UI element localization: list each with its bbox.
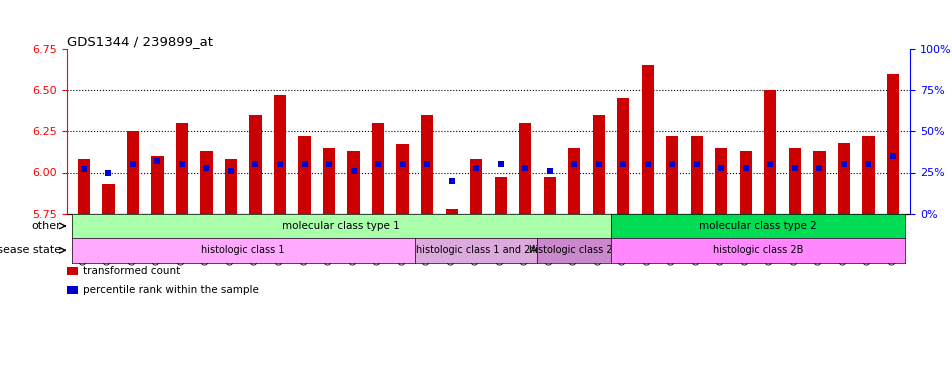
Text: GDS1344 / 239899_at: GDS1344 / 239899_at [67, 34, 212, 48]
Bar [617, 98, 628, 214]
Bar [102, 184, 114, 214]
Bar [812, 151, 824, 214]
Bar [371, 123, 384, 214]
Bar [519, 123, 531, 214]
Text: transformed count: transformed count [84, 266, 181, 276]
Text: molecular class type 1: molecular class type 1 [282, 221, 400, 231]
Bar [788, 148, 801, 214]
Bar [151, 156, 164, 214]
Bar [886, 74, 898, 214]
Bar [175, 123, 188, 214]
Bar [494, 177, 506, 214]
Bar [764, 90, 776, 214]
Bar [347, 151, 359, 214]
Bar [273, 95, 286, 214]
Bar [67, 267, 78, 275]
Bar [862, 136, 874, 214]
Text: histologic class 2B: histologic class 2B [712, 245, 803, 255]
Bar [543, 177, 555, 214]
Bar [249, 115, 262, 214]
Text: disease state: disease state [0, 245, 61, 255]
Bar [567, 148, 580, 214]
Bar [67, 286, 78, 294]
Bar [714, 148, 726, 214]
Bar [665, 136, 678, 214]
Bar [127, 131, 139, 214]
Bar [421, 115, 433, 214]
Bar [690, 136, 703, 214]
Bar [225, 159, 237, 214]
Text: other: other [31, 221, 61, 231]
Text: histologic class 1: histologic class 1 [201, 245, 285, 255]
Text: percentile rank within the sample: percentile rank within the sample [84, 285, 259, 295]
Bar [592, 115, 605, 214]
Bar [78, 159, 89, 214]
Bar [641, 65, 653, 214]
Bar [323, 148, 335, 214]
Text: histologic class 2A: histologic class 2A [528, 245, 619, 255]
Bar [298, 136, 310, 214]
Text: molecular class type 2: molecular class type 2 [699, 221, 816, 231]
Bar [445, 209, 457, 214]
Bar [469, 159, 482, 214]
Bar [739, 151, 751, 214]
Bar [200, 151, 212, 214]
Bar [837, 143, 849, 214]
Text: histologic class 1 and 2A: histologic class 1 and 2A [415, 245, 536, 255]
Bar [396, 144, 408, 214]
